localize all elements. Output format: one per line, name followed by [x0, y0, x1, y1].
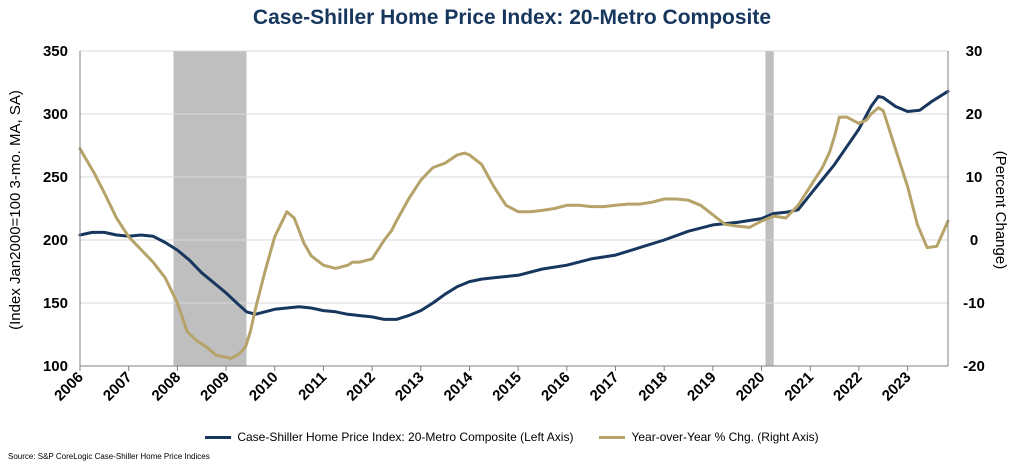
recession-band-0 — [173, 51, 247, 366]
y-tick-label-2: 200 — [43, 232, 68, 249]
source-note: Source: S&P CoreLogic Case-Shiller Home … — [8, 452, 210, 461]
x-tick-label-9: 2015 — [489, 369, 525, 405]
x-tick-label-16: 2022 — [830, 369, 866, 405]
series-line-1 — [78, 106, 950, 360]
x-tick-label-5: 2011 — [295, 369, 330, 404]
x-tick-label-1: 2007 — [100, 369, 136, 405]
gridlines — [80, 50, 948, 304]
x-tick-label-13: 2019 — [684, 369, 720, 405]
y-tick-label-1: 150 — [43, 295, 68, 312]
x-tick-label-14: 2020 — [733, 369, 769, 405]
recession-bands — [173, 51, 774, 366]
y-axis-title: (Index Jan2000=100 3-mo. MA, SA) — [7, 90, 24, 330]
legend-label-yoy: Year-over-Year % Chg. (Right Axis) — [631, 430, 819, 444]
legend-item-index: Case-Shiller Home Price Index: 20-Metro … — [205, 430, 573, 444]
y-tick-label-4: 300 — [43, 106, 68, 123]
legend: Case-Shiller Home Price Index: 20-Metro … — [0, 430, 1024, 444]
y-tick-label-5: 350 — [43, 43, 68, 60]
x-tick-label-7: 2013 — [392, 369, 428, 405]
x-tick-label-12: 2018 — [635, 369, 671, 405]
series-lines — [78, 89, 950, 360]
series-line-0 — [78, 89, 950, 321]
axes — [79, 51, 949, 367]
x-tick-label-8: 2014 — [441, 368, 477, 404]
legend-swatch-index — [205, 435, 232, 439]
legend-item-yoy: Year-over-Year % Chg. (Right Axis) — [599, 430, 819, 444]
y2-tick-label-5: 30 — [966, 43, 983, 60]
x-tick-label-4: 2010 — [246, 369, 282, 405]
x-tick-label-2: 2008 — [149, 369, 185, 405]
recession-band-1 — [765, 51, 774, 366]
x-tick-label-15: 2021 — [781, 369, 817, 405]
y-tick-label-3: 250 — [43, 169, 68, 186]
legend-swatch-yoy — [599, 435, 626, 439]
y2-tick-label-2: 0 — [970, 232, 978, 249]
legend-label-index: Case-Shiller Home Price Index: 20-Metro … — [237, 430, 574, 444]
x-tick-label-6: 2012 — [343, 369, 379, 405]
y2-tick-label-4: 20 — [966, 106, 983, 123]
chart-title: Case-Shiller Home Price Index: 20-Metro … — [252, 6, 772, 29]
x-tick-label-3: 2009 — [197, 369, 233, 405]
y-tick-label-0: 100 — [43, 358, 68, 375]
x-tick-label-17: 2023 — [879, 369, 915, 405]
x-tick-label-11: 2017 — [587, 369, 623, 405]
y2-tick-label-1: -10 — [963, 295, 985, 312]
y2-tick-label-0: -20 — [963, 358, 985, 375]
y2-tick-label-3: 10 — [966, 169, 983, 186]
y2-axis-title: (Percent Change) — [992, 151, 1009, 269]
x-tick-label-10: 2016 — [538, 369, 574, 405]
